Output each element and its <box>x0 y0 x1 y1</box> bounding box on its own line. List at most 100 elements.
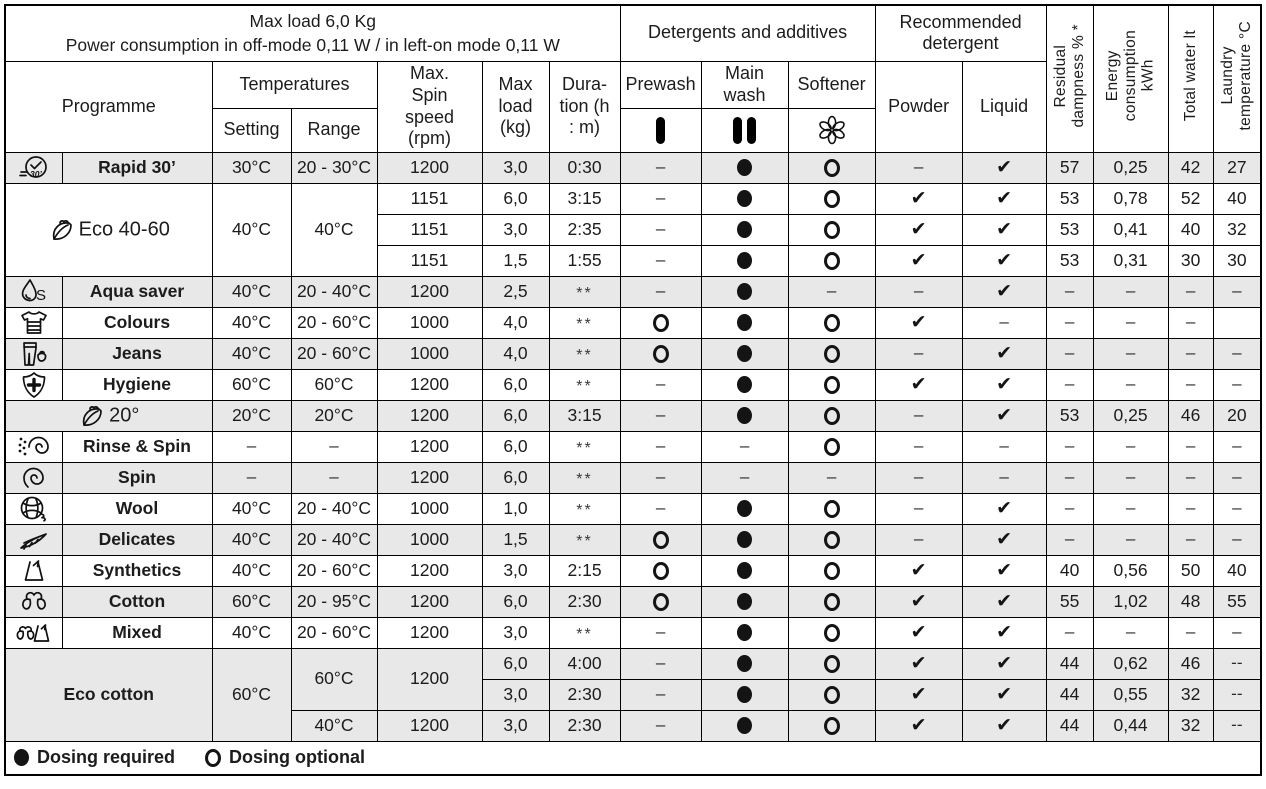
total-water-header: Total water lt <box>1167 4 1214 153</box>
table-cell: 40°C <box>211 616 292 649</box>
table-cell: 60°C <box>211 647 292 742</box>
table-cell: 40°C <box>211 275 292 308</box>
table-cell: – <box>1167 368 1214 401</box>
table-cell: – <box>1212 523 1262 556</box>
main-wash-symbol-cell <box>700 107 789 153</box>
table-cell: ✔ <box>874 554 963 587</box>
table-cell <box>700 492 789 525</box>
table-cell: – <box>1212 430 1262 463</box>
table-cell <box>700 337 789 370</box>
table-cell: 3,0 <box>481 151 550 184</box>
dosing-required-dot-icon <box>737 376 753 394</box>
table-cell: 32 <box>1212 213 1262 246</box>
table-cell: 1200 <box>376 461 483 494</box>
table-row: Delicates 40°C 20 - 40°C 1000 1,5 ** – ✔ – – – – <box>4 523 1262 556</box>
table-cell: 1200 <box>376 368 483 401</box>
table-cell: 60°C <box>211 368 292 401</box>
table-cell: – <box>1167 492 1214 525</box>
table-cell: 40 <box>1167 213 1214 246</box>
table-cell: – <box>1212 616 1262 649</box>
table-cell: 3,0 <box>481 709 550 742</box>
table-cell: 6,0 <box>481 182 550 215</box>
dosing-optional-circle-icon <box>823 654 840 673</box>
table-cell <box>700 616 789 649</box>
table-cell: – <box>1092 430 1169 463</box>
table-cell: 3,0 <box>481 213 550 246</box>
dosing-required-label: Dosing required <box>37 746 176 767</box>
dosing-optional-circle-icon <box>823 406 840 425</box>
table-cell <box>787 585 876 618</box>
table-cell: 1000 <box>376 492 483 525</box>
table-cell <box>787 554 876 587</box>
table-cell: – <box>874 523 963 556</box>
table-cell <box>787 244 876 277</box>
table-cell: – <box>619 399 702 432</box>
table-cell: ✔ <box>961 368 1047 401</box>
table-cell <box>700 554 789 587</box>
table-cell: 6,0 <box>481 461 550 494</box>
programme-name-cell: Rapid 30’ <box>61 151 213 184</box>
table-cell: ✔ <box>961 523 1047 556</box>
cotton-boll-icon <box>6 587 61 616</box>
table-cell: 1200 <box>376 554 483 587</box>
table-cell: – <box>874 430 963 463</box>
table-cell: 44 <box>1045 647 1094 680</box>
table-cell: 6,0 <box>481 647 550 680</box>
table-cell: ✔ <box>874 182 963 215</box>
table-cell: 55 <box>1212 585 1262 618</box>
table-cell: ** <box>548 275 621 308</box>
check-icon: ✔ <box>996 218 1013 241</box>
table-cell: 40 <box>1212 182 1262 215</box>
dosing-required-dot-icon <box>737 686 753 704</box>
table-cell: 6,0 <box>481 585 550 618</box>
powder-header: Powder <box>874 60 963 153</box>
table-cell: 44 <box>1045 709 1094 742</box>
check-icon: ✔ <box>996 187 1013 210</box>
softener-flower-icon <box>815 113 849 147</box>
table-cell: ✔ <box>961 275 1047 308</box>
check-icon: ✔ <box>910 559 927 582</box>
check-icon: ✔ <box>910 187 927 210</box>
table-cell: – <box>619 151 702 184</box>
table-cell: – <box>787 461 876 494</box>
table-row: 40°C 1200 3,0 2:30– ✔ ✔ 44 0,44 32 -- <box>5 709 1262 742</box>
table-cell <box>700 151 789 184</box>
table-cell <box>787 399 876 432</box>
dosing-required-dot-icon <box>737 562 753 580</box>
table-cell: – <box>290 461 378 494</box>
check-icon: ✔ <box>996 373 1013 396</box>
table-cell: – <box>619 244 702 277</box>
table-cell: – <box>1045 430 1094 463</box>
laundry-temperature-header: Laundry temperature °C <box>1212 4 1262 153</box>
programme-name-cell: Synthetics <box>61 554 213 587</box>
programme-icon-cell <box>4 368 63 401</box>
check-icon: ✔ <box>910 590 927 613</box>
check-icon: ✔ <box>996 559 1013 582</box>
table-cell: ✔ <box>961 492 1047 525</box>
table-cell <box>787 182 876 215</box>
table-cell: 0,56 <box>1092 554 1169 587</box>
table-cell: 0,44 <box>1092 709 1169 742</box>
table-cell: 1200 <box>376 585 483 618</box>
check-icon: ✔ <box>910 373 927 396</box>
table-cell: – <box>787 275 876 308</box>
programme-icon-cell: 30’ <box>4 151 63 184</box>
prewash-header: Prewash <box>619 60 702 109</box>
dosing-optional-circle-icon <box>823 189 840 208</box>
table-cell: ✔ <box>961 399 1047 432</box>
table-row: Rinse & Spin – –1200 6,0 ** – – – – – – – – <box>4 430 1262 463</box>
table-cell: 40 <box>1045 554 1094 587</box>
table-cell: 42 <box>1167 151 1214 184</box>
dosing-optional-circle-icon <box>823 251 840 270</box>
check-icon: ✔ <box>910 218 927 241</box>
programme-icon-cell <box>4 585 63 618</box>
programme-icon-cell <box>4 523 63 556</box>
table-cell: – <box>1167 275 1214 308</box>
check-icon: ✔ <box>996 683 1013 706</box>
spin-speed-header: Max. Spin speed (rpm) <box>376 60 483 153</box>
dosing-optional-circle-icon <box>652 344 669 363</box>
programme-name-cell: Hygiene <box>61 368 213 401</box>
table-cell <box>787 709 876 742</box>
laundry-temperature-label: Laundry temperature °C <box>1219 21 1254 131</box>
programme-icon-cell <box>4 306 63 339</box>
